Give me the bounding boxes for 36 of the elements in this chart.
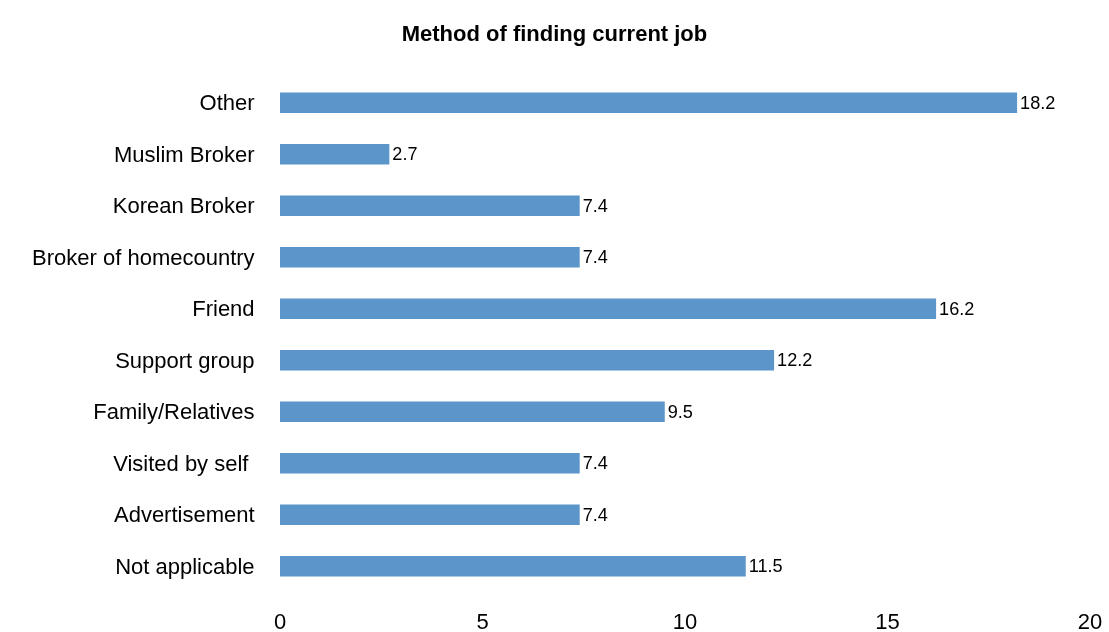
data-label: 9.5 (667, 401, 693, 422)
bar (280, 401, 665, 423)
data-label: 2.7 (392, 144, 418, 165)
data-label: 11.5 (748, 556, 783, 577)
x-tick-label: 15 (875, 609, 900, 632)
bar (280, 246, 580, 268)
bar (280, 92, 1018, 114)
data-label: 12.2 (777, 350, 813, 371)
y-tick-label: Muslim Broker (114, 141, 255, 167)
y-tick-label: Friend (192, 296, 255, 322)
data-label: 7.4 (582, 247, 608, 268)
x-tick-label: 0 (273, 609, 287, 632)
y-tick-label: Broker of homecountry (32, 244, 255, 270)
x-tick-label: 5 (476, 609, 489, 632)
y-tick-label: Not applicable (115, 553, 255, 579)
bar (280, 555, 746, 577)
data-label: 18.2 (1020, 92, 1056, 113)
bar (280, 504, 580, 526)
y-tick-label: Advertisement (113, 502, 255, 528)
x-tick-label: 10 (672, 609, 698, 632)
x-tick-label: 20 (1077, 609, 1103, 632)
data-label: 7.4 (582, 504, 608, 525)
bar (280, 349, 775, 371)
bar (280, 452, 580, 474)
y-tick-label: Visited by self (113, 450, 255, 476)
y-tick-label: Family/Relatives (93, 399, 255, 425)
y-tick-label: Korean Broker (112, 193, 255, 219)
bar (280, 195, 580, 217)
data-label: 16.2 (939, 298, 975, 319)
data-label: 7.4 (582, 195, 608, 216)
y-tick-label: Support group (115, 347, 255, 373)
data-label: 7.4 (582, 453, 608, 474)
chart-title: Method of finding current job (401, 20, 708, 46)
y-tick-label: Other (199, 90, 255, 116)
bar (280, 298, 937, 320)
bar (280, 143, 390, 165)
